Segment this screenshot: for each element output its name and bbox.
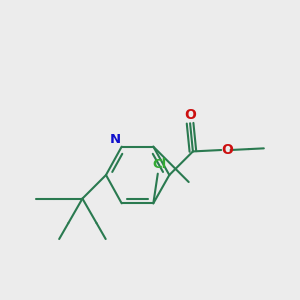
Text: Cl: Cl	[152, 158, 167, 171]
Text: O: O	[221, 143, 233, 157]
Text: N: N	[110, 133, 121, 146]
Text: O: O	[184, 108, 196, 122]
